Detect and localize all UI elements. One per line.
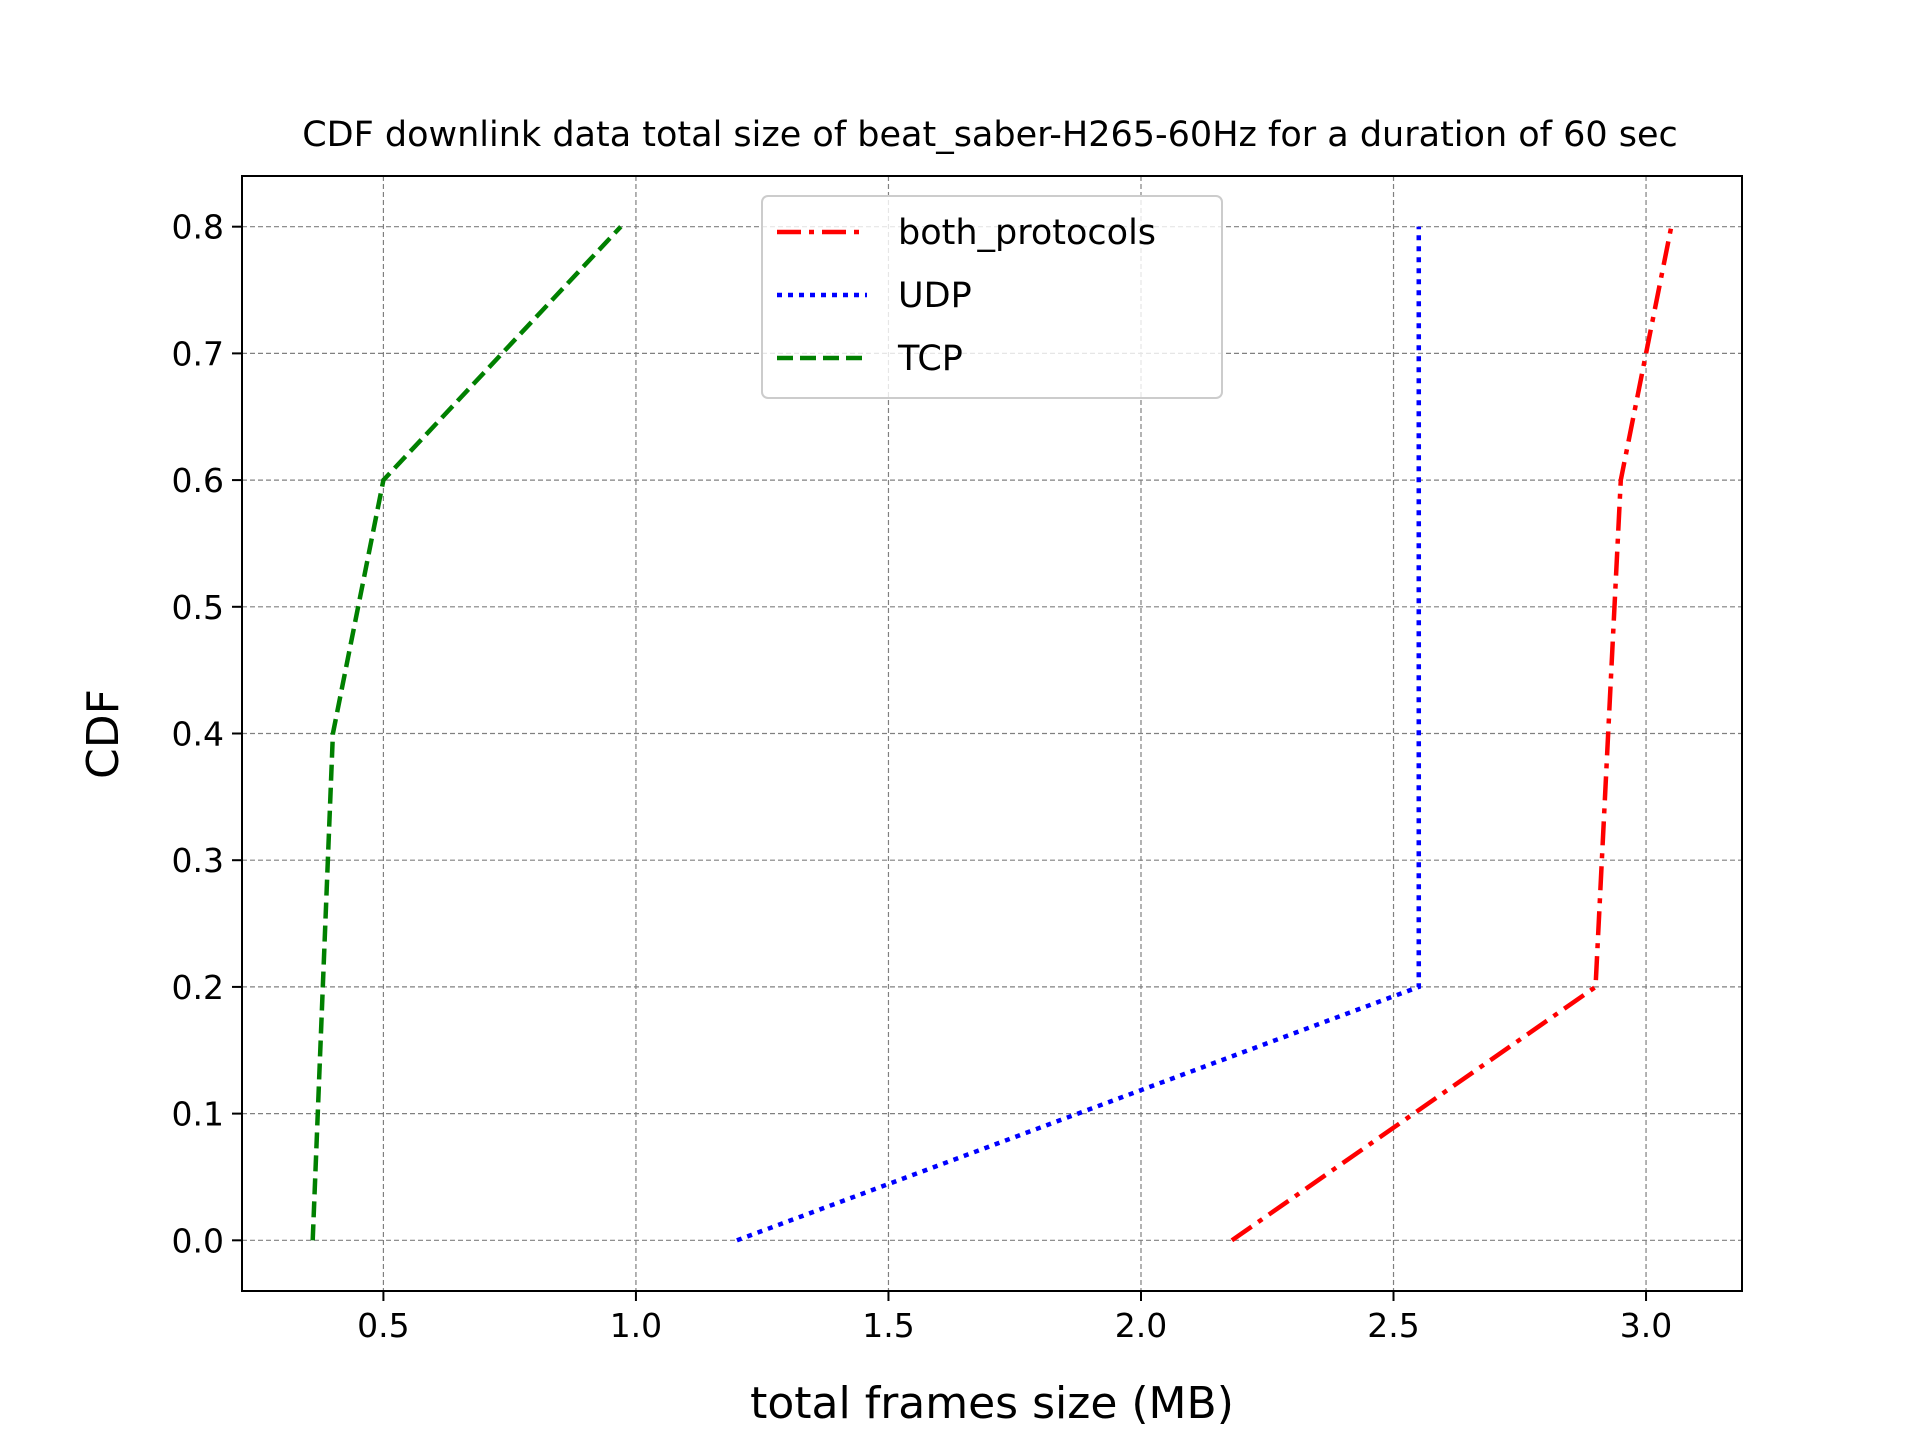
legend-label-tcp: TCP <box>897 339 963 379</box>
legend-label-both-protocols: both_protocols <box>898 213 1156 253</box>
legend-label-udp: UDP <box>898 276 972 316</box>
y-axis-label: CDF <box>78 689 129 779</box>
y-tick-label: 0.0 <box>172 1221 224 1260</box>
x-axis-label: total frames size (MB) <box>750 1378 1234 1429</box>
x-tick-label: 3.0 <box>1620 1306 1672 1345</box>
series-line-udp <box>736 226 1422 1243</box>
y-tick-label: 0.2 <box>172 968 224 1007</box>
y-tick-label: 0.1 <box>172 1095 224 1134</box>
x-tick-label: 2.0 <box>1115 1306 1167 1345</box>
y-tick-label: 0.5 <box>172 588 224 627</box>
x-tick-label: 0.5 <box>357 1306 409 1345</box>
y-tick-label: 0.6 <box>172 461 224 500</box>
series-line-both-protocols <box>1230 226 1674 1243</box>
y-tick-label: 0.7 <box>172 334 224 373</box>
y-tick-label: 0.4 <box>172 715 224 754</box>
x-tick-label: 1.5 <box>862 1306 914 1345</box>
x-tick-label: 2.5 <box>1367 1306 1419 1345</box>
legend: both_protocols UDP TCP <box>761 195 1223 399</box>
x-tick-label: 1.0 <box>610 1306 662 1345</box>
series-line-tcp <box>310 225 623 1241</box>
y-tick-label: 0.8 <box>172 208 224 247</box>
series-lines <box>310 225 1674 1243</box>
y-tick-label: 0.3 <box>172 841 224 880</box>
legend-box <box>761 195 1223 399</box>
chart-title: CDF downlink data total size of beat_sab… <box>302 115 1678 155</box>
axis-ticks: 0.5 1.0 1.5 2.0 2.5 3.0 0.0 0.1 0.2 0.3 0.4 0.5 0.6 0… <box>172 208 1673 1345</box>
